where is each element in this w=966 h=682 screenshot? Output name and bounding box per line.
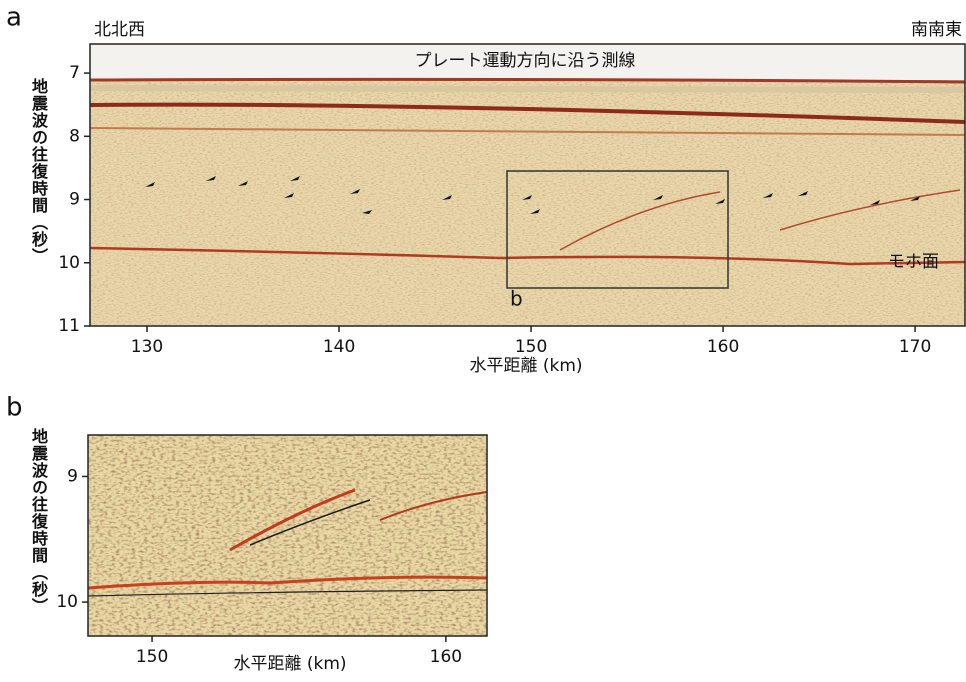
x-axis-label: 水平距離 (km) (233, 654, 346, 674)
y-axis-label: 地震波の往復時間（秒） (26, 428, 50, 658)
y-tick-label: 9 (69, 190, 80, 210)
y-tick-label: 9 (67, 466, 78, 486)
figure: a 北北西 南南東 プレート運動方向に沿う測線 モホ面 b 水平距離 (km) … (0, 0, 966, 682)
seismic-image-b (88, 435, 487, 636)
right-label: 南南東 (911, 20, 962, 40)
y-tick-label: 11 (58, 316, 80, 336)
y-tick-label: 10 (56, 592, 78, 612)
seismic-image-a (90, 44, 965, 326)
line-title: プレート運動方向に沿う測線 (415, 51, 636, 71)
x-tick-label: 170 (899, 337, 931, 357)
y-tick-label: 10 (58, 253, 80, 273)
panel-label: b (6, 393, 23, 423)
left-label: 北北西 (94, 20, 145, 40)
inset-label: b (510, 287, 523, 311)
x-axis-label: 水平距離 (km) (469, 356, 582, 376)
x-tick-label: 140 (323, 337, 355, 357)
y-axis-label: 地震波の往復時間（秒） (26, 78, 50, 318)
y-tick-label: 8 (69, 126, 80, 146)
moho-label: モホ面 (888, 252, 939, 272)
x-tick-label: 150 (136, 647, 168, 667)
x-tick-label: 150 (515, 337, 547, 357)
y-tick-label: 7 (69, 63, 80, 83)
x-tick-label: 130 (131, 337, 163, 357)
x-tick-label: 160 (707, 337, 739, 357)
x-tick-label: 160 (430, 647, 462, 667)
figure-svg: a 北北西 南南東 プレート運動方向に沿う測線 モホ面 b 水平距離 (km) … (0, 0, 966, 682)
panel-label: a (6, 3, 22, 33)
